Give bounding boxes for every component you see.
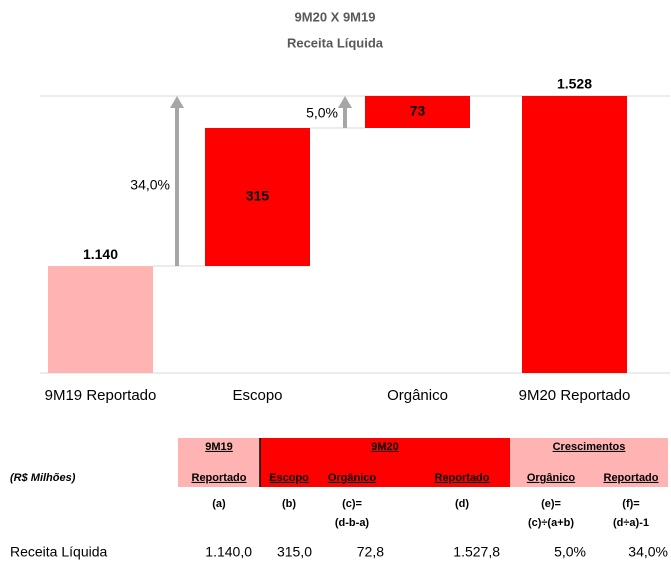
group-header: 9M20 [371,441,399,453]
x-tick-label: Escopo [232,387,282,404]
formula: (c)= [342,498,362,510]
formula: (d) [455,498,469,510]
cell: 34,0% [628,544,668,560]
annotation: 34,0% [130,177,170,193]
formula: (f)= [622,498,639,510]
cell: 5,0% [554,544,586,560]
column-header: Orgânico [527,472,576,484]
cell: 72,8 [357,544,384,560]
value-label: 1.528 [557,76,592,92]
formula: (d÷a)-1 [613,517,649,529]
column-header: Reportado [604,472,659,484]
column-header: Escopo [269,472,309,484]
unit-label: (R$ Milhões) [10,472,76,484]
x-tick-label: 9M20 Reportado [519,387,631,404]
formula: (d-b-a) [335,517,370,529]
cell: 1.140,0 [205,544,252,560]
x-tick-label: 9M19 Reportado [45,387,157,404]
group-header: Crescimentos [553,441,626,453]
value-label: 315 [246,188,270,204]
formula: (e)= [541,498,561,510]
x-tick-label: Orgânico [387,387,448,404]
arrow-head [338,96,352,108]
bar [205,127,310,267]
column-header: Reportado [192,472,247,484]
header-bg [260,438,510,487]
annotation: 5,0% [306,105,338,121]
header-bg [178,438,260,487]
bar [522,96,627,373]
header-bg [510,438,668,487]
chart-title: 9M20 X 9M19 [295,9,376,24]
cell: Receita Líquida [10,544,108,560]
cell: 1.527,8 [453,544,500,560]
formula: (a) [212,498,226,510]
bar [365,96,470,128]
column-header: Reportado [435,472,490,484]
value-label: 73 [410,103,426,119]
formula: (b) [282,498,296,510]
group-header: 9M19 [205,441,233,453]
cell: 315,0 [277,544,312,560]
arrow-head [170,96,184,108]
formula: (c)÷(a+b) [528,517,574,529]
value-label: 1.140 [83,246,118,262]
chart-subtitle: Receita Líquida [287,35,384,50]
bar [48,266,153,373]
column-header: Orgânico [328,472,377,484]
